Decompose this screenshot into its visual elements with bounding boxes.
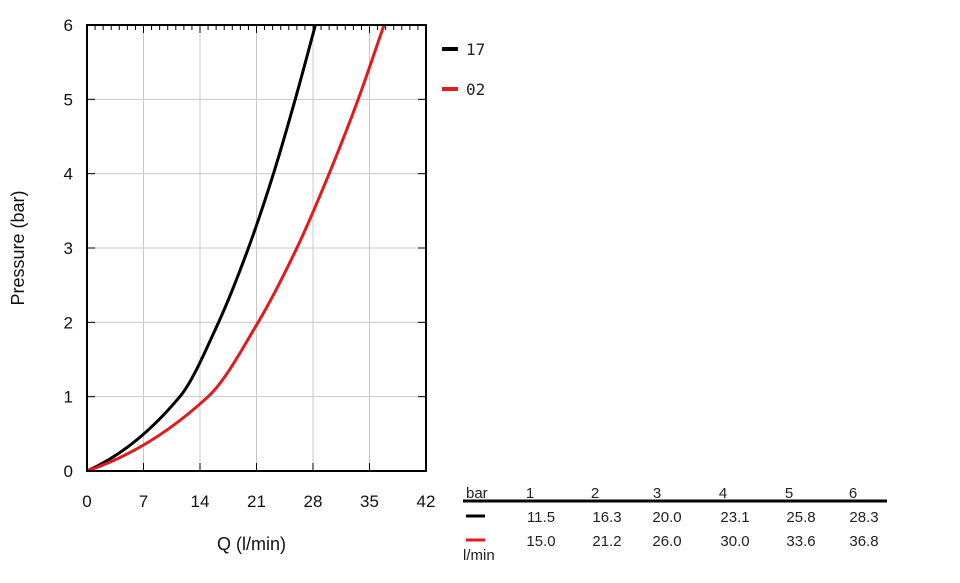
y-tick-label: 2 xyxy=(64,313,73,332)
table-cell-flow: 36.8 xyxy=(849,533,878,550)
table-cell-flow: 23.1 xyxy=(720,509,749,526)
table-cell-flow: 33.6 xyxy=(786,533,815,550)
series-lines xyxy=(87,25,386,471)
x-tick-label: 35 xyxy=(360,492,379,511)
table-cell-flow: 21.2 xyxy=(592,533,621,550)
grid-lines xyxy=(87,25,426,471)
x-tick-label: 28 xyxy=(304,492,323,511)
table-header-pressure: 4 xyxy=(719,485,727,502)
series-line-17 xyxy=(87,25,317,471)
legend-label-02: 02 xyxy=(466,80,485,99)
y-tick-label: 1 xyxy=(64,388,73,407)
table-header-pressure: 5 xyxy=(785,485,793,502)
y-tick-label: 0 xyxy=(64,462,73,481)
x-tick-label: 0 xyxy=(82,492,91,511)
series-line-02 xyxy=(87,25,386,471)
table-cell-flow: 30.0 xyxy=(720,533,749,550)
y-axis-title: Pressure (bar) xyxy=(8,190,28,305)
table-cell-flow: 15.0 xyxy=(526,533,555,550)
tick-labels: 0 7 14 21 28 35 42 0 1 2 3 4 5 6 xyxy=(64,16,436,511)
legend-label-17: 17 xyxy=(466,40,485,59)
table-header-pressure: 2 xyxy=(591,485,599,502)
table-cell-flow: 25.8 xyxy=(786,509,815,526)
plot-frame xyxy=(86,24,427,472)
y-tick-label: 5 xyxy=(64,90,73,109)
table-cell-flow: 16.3 xyxy=(592,509,621,526)
x-axis-title: Q (l/min) xyxy=(217,534,286,554)
x-tick-label: 7 xyxy=(139,492,148,511)
y-tick-label: 3 xyxy=(64,239,73,258)
table-cell-flow: 28.3 xyxy=(849,509,878,526)
table-header-pressure: 1 xyxy=(526,485,534,502)
table-cell-flow: 26.0 xyxy=(652,533,681,550)
table-cell-flow: 11.5 xyxy=(527,509,555,526)
y-tick-label: 4 xyxy=(64,165,73,184)
y-tick-label: 6 xyxy=(64,16,73,35)
table-header-pressure: 6 xyxy=(849,485,857,502)
table-flow-unit: l/min xyxy=(463,547,495,564)
table-cell-flow: 20.0 xyxy=(652,509,681,526)
flow-table: bar 1 2 3 4 5 6 11.5 16.3 20.0 23.1 25.8 28.3 15.0 21.… xyxy=(463,485,887,564)
x-tick-label: 14 xyxy=(191,492,210,511)
table-header-pressure: 3 xyxy=(653,485,661,502)
x-tick-label: 21 xyxy=(247,492,266,511)
table-header-unit: bar xyxy=(466,485,488,502)
x-tick-label: 42 xyxy=(417,492,436,511)
